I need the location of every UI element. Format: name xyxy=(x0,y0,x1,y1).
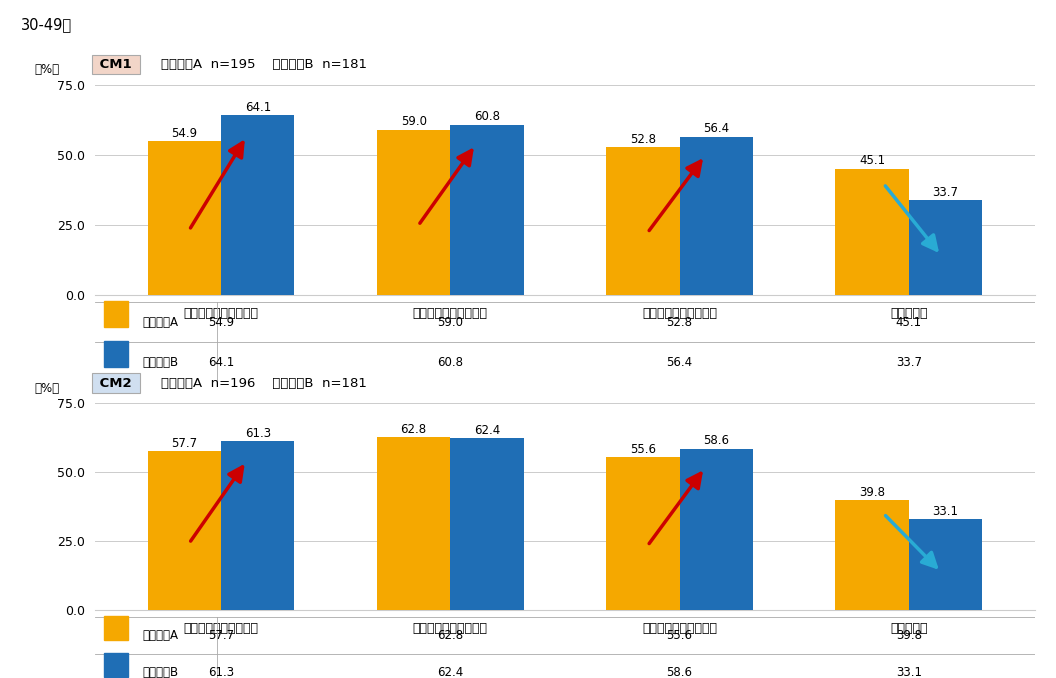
Text: 55.6: 55.6 xyxy=(629,443,656,456)
Bar xyxy=(105,300,128,327)
Text: 64.1: 64.1 xyxy=(208,356,234,370)
Text: CM2: CM2 xyxy=(95,376,136,390)
Text: 61.3: 61.3 xyxy=(208,666,234,678)
Text: 59.0: 59.0 xyxy=(437,315,464,329)
Text: 52.8: 52.8 xyxy=(666,315,693,329)
Bar xyxy=(377,437,450,610)
Text: 57.7: 57.7 xyxy=(208,629,234,642)
Bar xyxy=(680,449,753,610)
Bar xyxy=(909,519,982,610)
Text: 62.8: 62.8 xyxy=(437,629,464,642)
Bar xyxy=(835,169,909,295)
Text: 54.9: 54.9 xyxy=(208,315,234,329)
Text: 33.1: 33.1 xyxy=(932,504,959,517)
Text: 52.8: 52.8 xyxy=(629,133,656,146)
Text: 33.7: 33.7 xyxy=(895,356,922,370)
Bar xyxy=(377,129,450,295)
Text: 60.8: 60.8 xyxy=(437,356,464,370)
Text: 59.0: 59.0 xyxy=(400,115,427,128)
Text: パターンA: パターンA xyxy=(142,315,178,329)
Text: CM1: CM1 xyxy=(95,58,136,71)
Text: 60.8: 60.8 xyxy=(474,110,501,123)
Text: 54.9: 54.9 xyxy=(171,127,197,140)
Text: 55.6: 55.6 xyxy=(666,629,693,642)
Bar xyxy=(835,500,909,610)
Text: 58.6: 58.6 xyxy=(703,434,730,447)
Bar xyxy=(105,653,128,677)
Text: 33.7: 33.7 xyxy=(932,186,959,199)
Text: 45.1: 45.1 xyxy=(860,154,885,167)
Bar xyxy=(221,441,295,610)
Text: 39.8: 39.8 xyxy=(860,486,885,499)
Text: 64.1: 64.1 xyxy=(245,101,271,114)
Text: 57.7: 57.7 xyxy=(171,437,197,450)
Bar xyxy=(450,438,524,610)
Bar xyxy=(606,147,680,295)
Bar xyxy=(680,137,753,295)
Text: 58.6: 58.6 xyxy=(666,666,693,678)
Text: 45.1: 45.1 xyxy=(895,315,922,329)
Bar xyxy=(909,201,982,295)
Bar xyxy=(105,341,128,367)
Text: 62.4: 62.4 xyxy=(437,666,464,678)
Text: （%）: （%） xyxy=(34,63,59,77)
Text: 56.4: 56.4 xyxy=(666,356,693,370)
Text: 56.4: 56.4 xyxy=(703,123,730,136)
Text: 62.4: 62.4 xyxy=(474,424,501,437)
Text: パターンA: パターンA xyxy=(142,629,178,642)
Text: 62.8: 62.8 xyxy=(400,422,427,436)
Bar xyxy=(148,451,221,610)
Text: 39.8: 39.8 xyxy=(895,629,922,642)
Bar xyxy=(105,616,128,640)
Text: パターンA  n=195    パターンB  n=181: パターンA n=195 パターンB n=181 xyxy=(161,58,366,71)
Text: パターンB: パターンB xyxy=(142,666,178,678)
Bar xyxy=(606,457,680,610)
Bar xyxy=(221,115,295,295)
Bar xyxy=(450,125,524,295)
Text: パターンA  n=196    パターンB  n=181: パターンA n=196 パターンB n=181 xyxy=(161,376,366,390)
Text: 61.3: 61.3 xyxy=(245,427,270,440)
Text: 30-49歳: 30-49歳 xyxy=(21,17,72,32)
Text: 33.1: 33.1 xyxy=(895,666,922,678)
Bar xyxy=(148,141,221,295)
Text: パターンB: パターンB xyxy=(142,356,178,370)
Text: （%）: （%） xyxy=(34,382,59,395)
